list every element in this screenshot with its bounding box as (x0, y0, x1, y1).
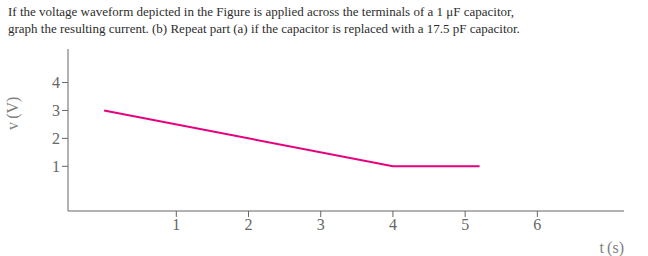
svg-text:t (s): t (s) (599, 239, 624, 256)
svg-text:2: 2 (245, 216, 253, 233)
svg-text:3: 3 (52, 102, 60, 119)
svg-text:1: 1 (172, 216, 180, 233)
svg-text:4: 4 (389, 216, 397, 233)
svg-text:1: 1 (52, 158, 60, 175)
svg-text:3: 3 (317, 216, 325, 233)
svg-text:6: 6 (533, 216, 541, 233)
html-text:If the voltage waveform depict: If the voltage waveform depicted in the … (8, 4, 515, 19)
svg-text:v (V): v (V) (8, 97, 22, 130)
svg-text:5: 5 (461, 216, 469, 233)
html-text:graph the resulting current. (: graph the resulting current. (b) Repeat … (8, 21, 520, 36)
svg-text:2: 2 (52, 130, 60, 147)
svg-text:4: 4 (52, 74, 60, 91)
